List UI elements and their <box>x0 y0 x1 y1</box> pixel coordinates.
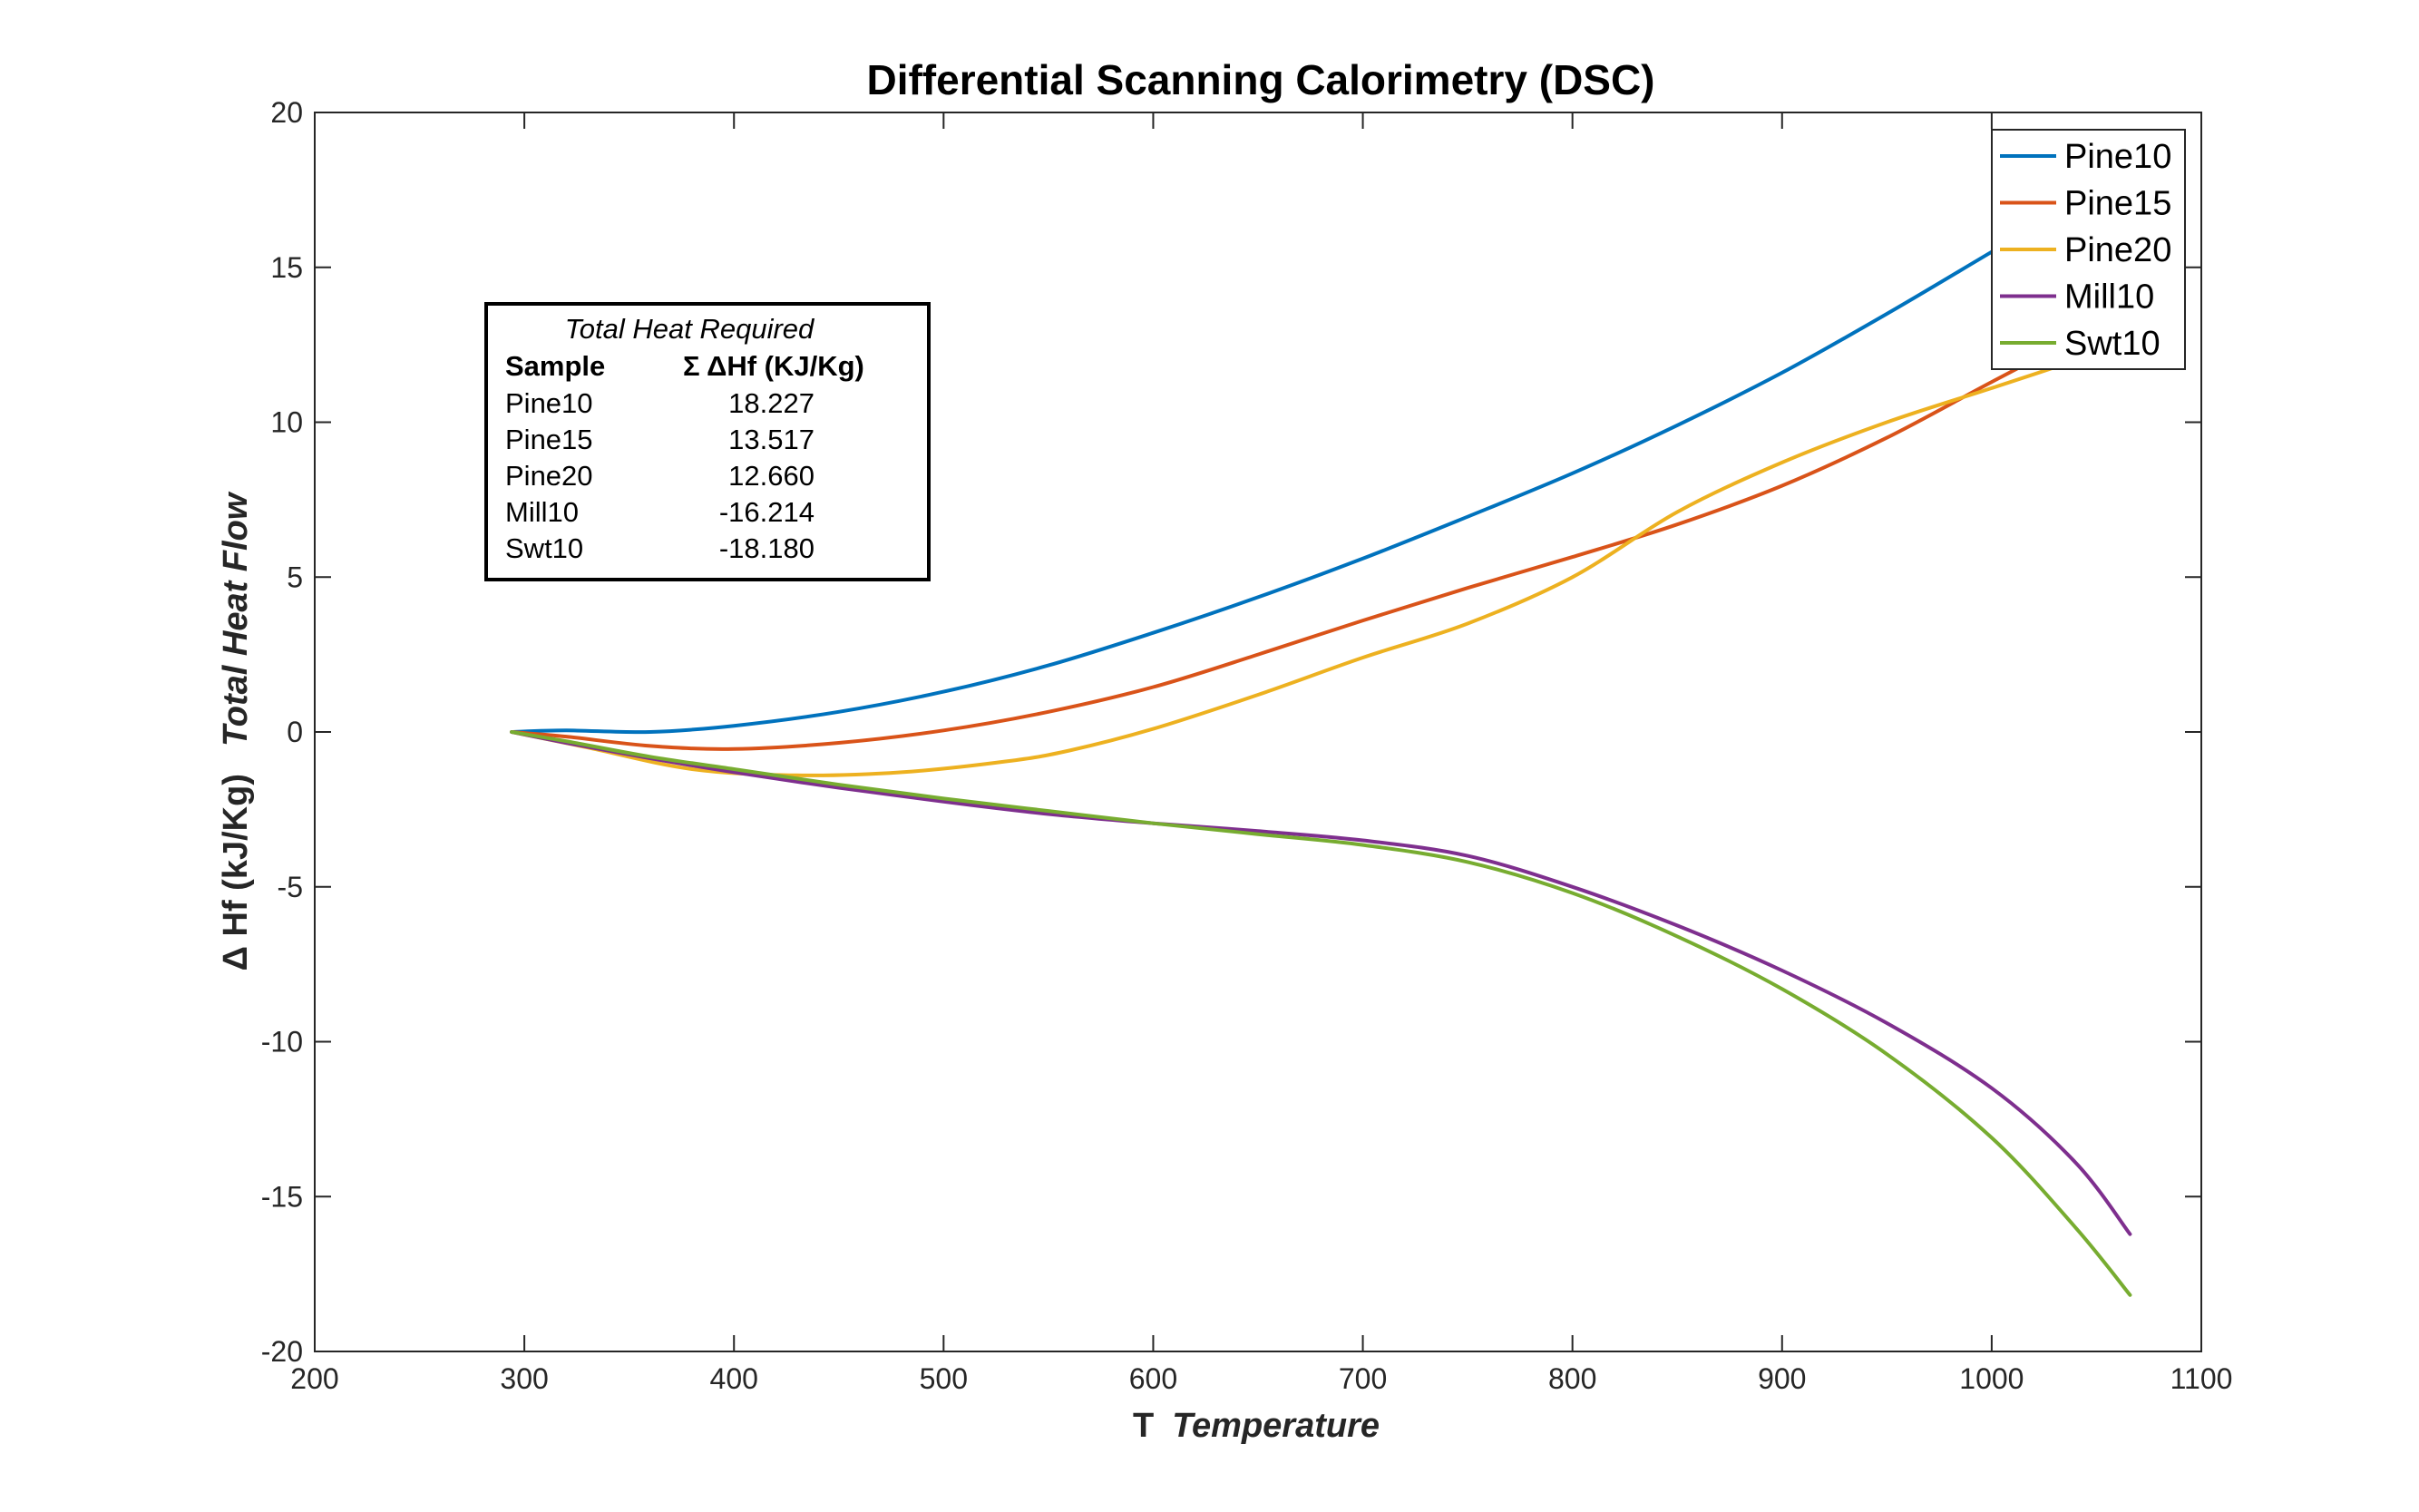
y-tick-label: 0 <box>287 716 303 748</box>
heat-table-value: -18.180 <box>719 532 814 564</box>
series-line-pine15 <box>510 311 2132 751</box>
x-tick-label: 600 <box>1129 1362 1177 1395</box>
heat-table: Total Heat Required Sample Σ ΔHf (KJ/Kg)… <box>484 302 931 581</box>
legend-label-swt10: Swt10 <box>2064 325 2161 363</box>
legend-label-mill10: Mill10 <box>2064 278 2154 317</box>
x-tick-label: 500 <box>920 1362 968 1395</box>
y-tick-label: -10 <box>261 1026 303 1058</box>
x-tick-label: 1100 <box>2170 1362 2233 1395</box>
ticks-layer: 200 300 400 500 600 700 800 900 1000 1100-20-15-1… <box>261 96 2233 1395</box>
plot-frame <box>314 112 2202 1352</box>
series-line-pine10 <box>510 165 2132 735</box>
x-tick-label: 300 <box>500 1362 548 1395</box>
legend-items: Pine10 Pine15 Pine20 Mill10 Swt10 <box>2000 138 2171 363</box>
legend-label-pine10: Pine10 <box>2064 138 2171 176</box>
y-tick-label: 20 <box>270 96 303 129</box>
series-layer <box>510 165 2132 1297</box>
chart-title: Differential Scanning Calorimetry (DSC) <box>866 56 1654 103</box>
y-tick-label: 15 <box>270 251 303 284</box>
heat-table-box <box>484 302 931 581</box>
y-axis-label-italic: Total Heat Flow <box>217 491 255 746</box>
y-tick-label: 10 <box>270 406 303 439</box>
x-axis-label-italic: Temperature <box>1172 1407 1380 1445</box>
heat-table-rows: Pine10 18.227 Pine15 13.517 Pine20 12.660 Mill… <box>505 387 814 564</box>
heat-table-title: Total Heat Required <box>565 313 815 345</box>
heat-table-value: 13.517 <box>728 424 814 455</box>
y-tick-label: -5 <box>278 871 303 903</box>
heat-table-sample: Pine10 <box>505 387 593 419</box>
legend: Pine10 Pine15 Pine20 Mill10 Swt10 <box>1991 129 2186 370</box>
y-tick-label: -15 <box>261 1180 303 1213</box>
series-line-swt10 <box>510 730 2132 1297</box>
y-tick-label: 5 <box>287 561 303 593</box>
heat-table-value: -16.214 <box>719 496 814 528</box>
x-axis-label-main: T <box>1133 1407 1154 1445</box>
x-tick-label: 700 <box>1339 1362 1387 1395</box>
heat-table-header-sample: Sample <box>505 350 605 382</box>
heat-table-sample: Swt10 <box>505 532 583 564</box>
series-line-pine20 <box>510 337 2132 777</box>
series-line-mill10 <box>510 730 2132 1236</box>
heat-table-sample: Pine20 <box>505 460 593 492</box>
x-axis-label: T Temperature <box>1133 1407 1380 1445</box>
legend-label-pine20: Pine20 <box>2064 231 2171 269</box>
x-tick-label: 900 <box>1758 1362 1806 1395</box>
x-tick-label: 1000 <box>1959 1362 2024 1395</box>
y-axis-label: Δ Hf (kJ/Kg) Total Heat Flow <box>217 491 255 971</box>
heat-table-sample: Pine15 <box>505 424 593 455</box>
legend-label-pine15: Pine15 <box>2064 185 2171 223</box>
heat-table-header-value: Σ ΔHf (KJ/Kg) <box>683 350 864 382</box>
heat-table-value: 12.660 <box>728 460 814 492</box>
y-tick-label: -20 <box>261 1335 303 1368</box>
heat-table-sample: Mill10 <box>505 496 579 528</box>
x-tick-label: 400 <box>710 1362 758 1395</box>
x-tick-label: 200 <box>290 1362 338 1395</box>
x-tick-label: 800 <box>1548 1362 1596 1395</box>
y-axis-label-main: Δ Hf (kJ/Kg) <box>217 774 255 971</box>
heat-table-value: 18.227 <box>728 387 814 419</box>
